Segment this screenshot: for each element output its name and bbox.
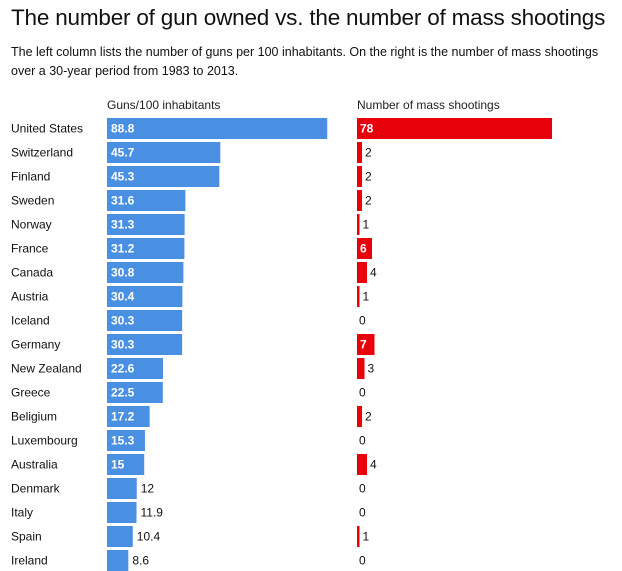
country-label: Australia	[11, 458, 58, 472]
guns-bar	[107, 526, 133, 547]
shootings-bar	[357, 454, 367, 475]
shootings-value-label: 1	[363, 530, 370, 544]
shootings-bar	[357, 214, 360, 235]
guns-bar	[107, 310, 183, 331]
guns-value-label: 30.4	[111, 290, 135, 304]
guns-value-label: 17.2	[111, 410, 135, 424]
guns-bar	[107, 478, 137, 499]
guns-value-label: 11.9	[141, 506, 164, 520]
shootings-value-label: 4	[370, 458, 377, 472]
chart-subtitle: The left column lists the number of guns…	[11, 45, 599, 78]
shootings-value-label: 2	[365, 410, 372, 424]
country-label: Finland	[11, 170, 50, 184]
country-label: France	[11, 242, 49, 256]
shootings-value-label: 0	[359, 506, 366, 520]
guns-value-label: 15.3	[111, 434, 135, 448]
shootings-value-label: 6	[360, 242, 367, 256]
country-label: Greece	[11, 386, 51, 400]
country-label: Luxembourg	[11, 434, 78, 448]
country-label: Spain	[11, 530, 42, 544]
guns-bar	[107, 334, 183, 355]
guns-bar	[107, 166, 220, 187]
guns-value-label: 12	[141, 482, 155, 496]
country-label: Germany	[11, 338, 60, 352]
country-label: United States	[11, 122, 83, 136]
country-label: Switzerland	[11, 146, 73, 160]
guns-value-label: 88.8	[111, 122, 135, 136]
shootings-bar	[357, 238, 372, 259]
country-label: Ireland	[11, 554, 48, 568]
shootings-value-label: 2	[365, 170, 372, 184]
country-label: Beligium	[11, 410, 57, 424]
shootings-bar	[357, 334, 375, 355]
shootings-value-label: 1	[363, 218, 370, 232]
shootings-value-label: 0	[359, 386, 366, 400]
shootings-value-label: 2	[365, 146, 372, 160]
shootings-bar	[357, 190, 362, 211]
shootings-value-label: 0	[359, 434, 366, 448]
country-label: Italy	[11, 506, 33, 520]
shootings-column-header: Number of mass shootings	[357, 98, 500, 112]
guns-bar	[107, 238, 185, 259]
guns-bar	[107, 118, 328, 139]
guns-bar	[107, 550, 129, 571]
country-label: Iceland	[11, 314, 50, 328]
shootings-bar	[357, 406, 362, 427]
shootings-value-label: 0	[359, 314, 366, 328]
shootings-bar	[357, 262, 367, 283]
guns-bar	[107, 406, 150, 427]
shootings-value-label: 3	[368, 362, 375, 376]
shootings-bar	[357, 526, 360, 547]
country-label: Austria	[11, 290, 49, 304]
guns-value-label: 45.7	[111, 146, 135, 160]
shootings-bar	[357, 286, 360, 307]
guns-bar	[107, 502, 137, 523]
guns-bar	[107, 286, 183, 307]
guns-value-label: 8.6	[132, 554, 149, 568]
guns-column-header: Guns/100 inhabitants	[107, 98, 220, 112]
chart-rows: United States 88.8 78 Switzerland 45.7 2 Finla…	[11, 118, 552, 571]
guns-value-label: 22.6	[111, 362, 135, 376]
country-label: Sweden	[11, 194, 54, 208]
guns-value-label: 31.6	[111, 194, 135, 208]
shootings-value-label: 1	[363, 290, 370, 304]
guns-bar	[107, 262, 184, 283]
guns-bar	[107, 358, 164, 379]
shootings-bar	[357, 166, 362, 187]
guns-bar	[107, 430, 145, 451]
shootings-value-label: 7	[360, 338, 367, 352]
country-label: Canada	[11, 266, 53, 280]
country-label: Norway	[11, 218, 52, 232]
guns-value-label: 30.3	[111, 338, 135, 352]
country-label: Denmark	[11, 482, 61, 496]
guns-value-label: 10.4	[137, 530, 161, 544]
guns-value-label: 22.5	[111, 386, 135, 400]
guns-value-label: 15	[111, 458, 125, 472]
country-label: New Zealand	[11, 362, 82, 376]
guns-value-label: 30.8	[111, 266, 135, 280]
guns-value-label: 30.3	[111, 314, 135, 328]
shootings-value-label: 78	[360, 122, 374, 136]
guns-bar	[107, 214, 185, 235]
guns-bar	[107, 190, 186, 211]
shootings-value-label: 0	[359, 482, 366, 496]
guns-bar	[107, 454, 145, 475]
guns-value-label: 31.2	[111, 242, 135, 256]
guns-value-label: 31.3	[111, 218, 135, 232]
shootings-value-label: 0	[359, 554, 366, 568]
shootings-bar	[357, 358, 365, 379]
guns-bar	[107, 382, 163, 403]
guns-value-label: 45.3	[111, 170, 135, 184]
shootings-value-label: 4	[370, 266, 377, 280]
shootings-value-label: 2	[365, 194, 372, 208]
chart-title: The number of gun owned vs. the number o…	[11, 5, 606, 30]
guns-bar	[107, 142, 221, 163]
shootings-bar	[357, 118, 552, 139]
shootings-bar	[357, 142, 362, 163]
